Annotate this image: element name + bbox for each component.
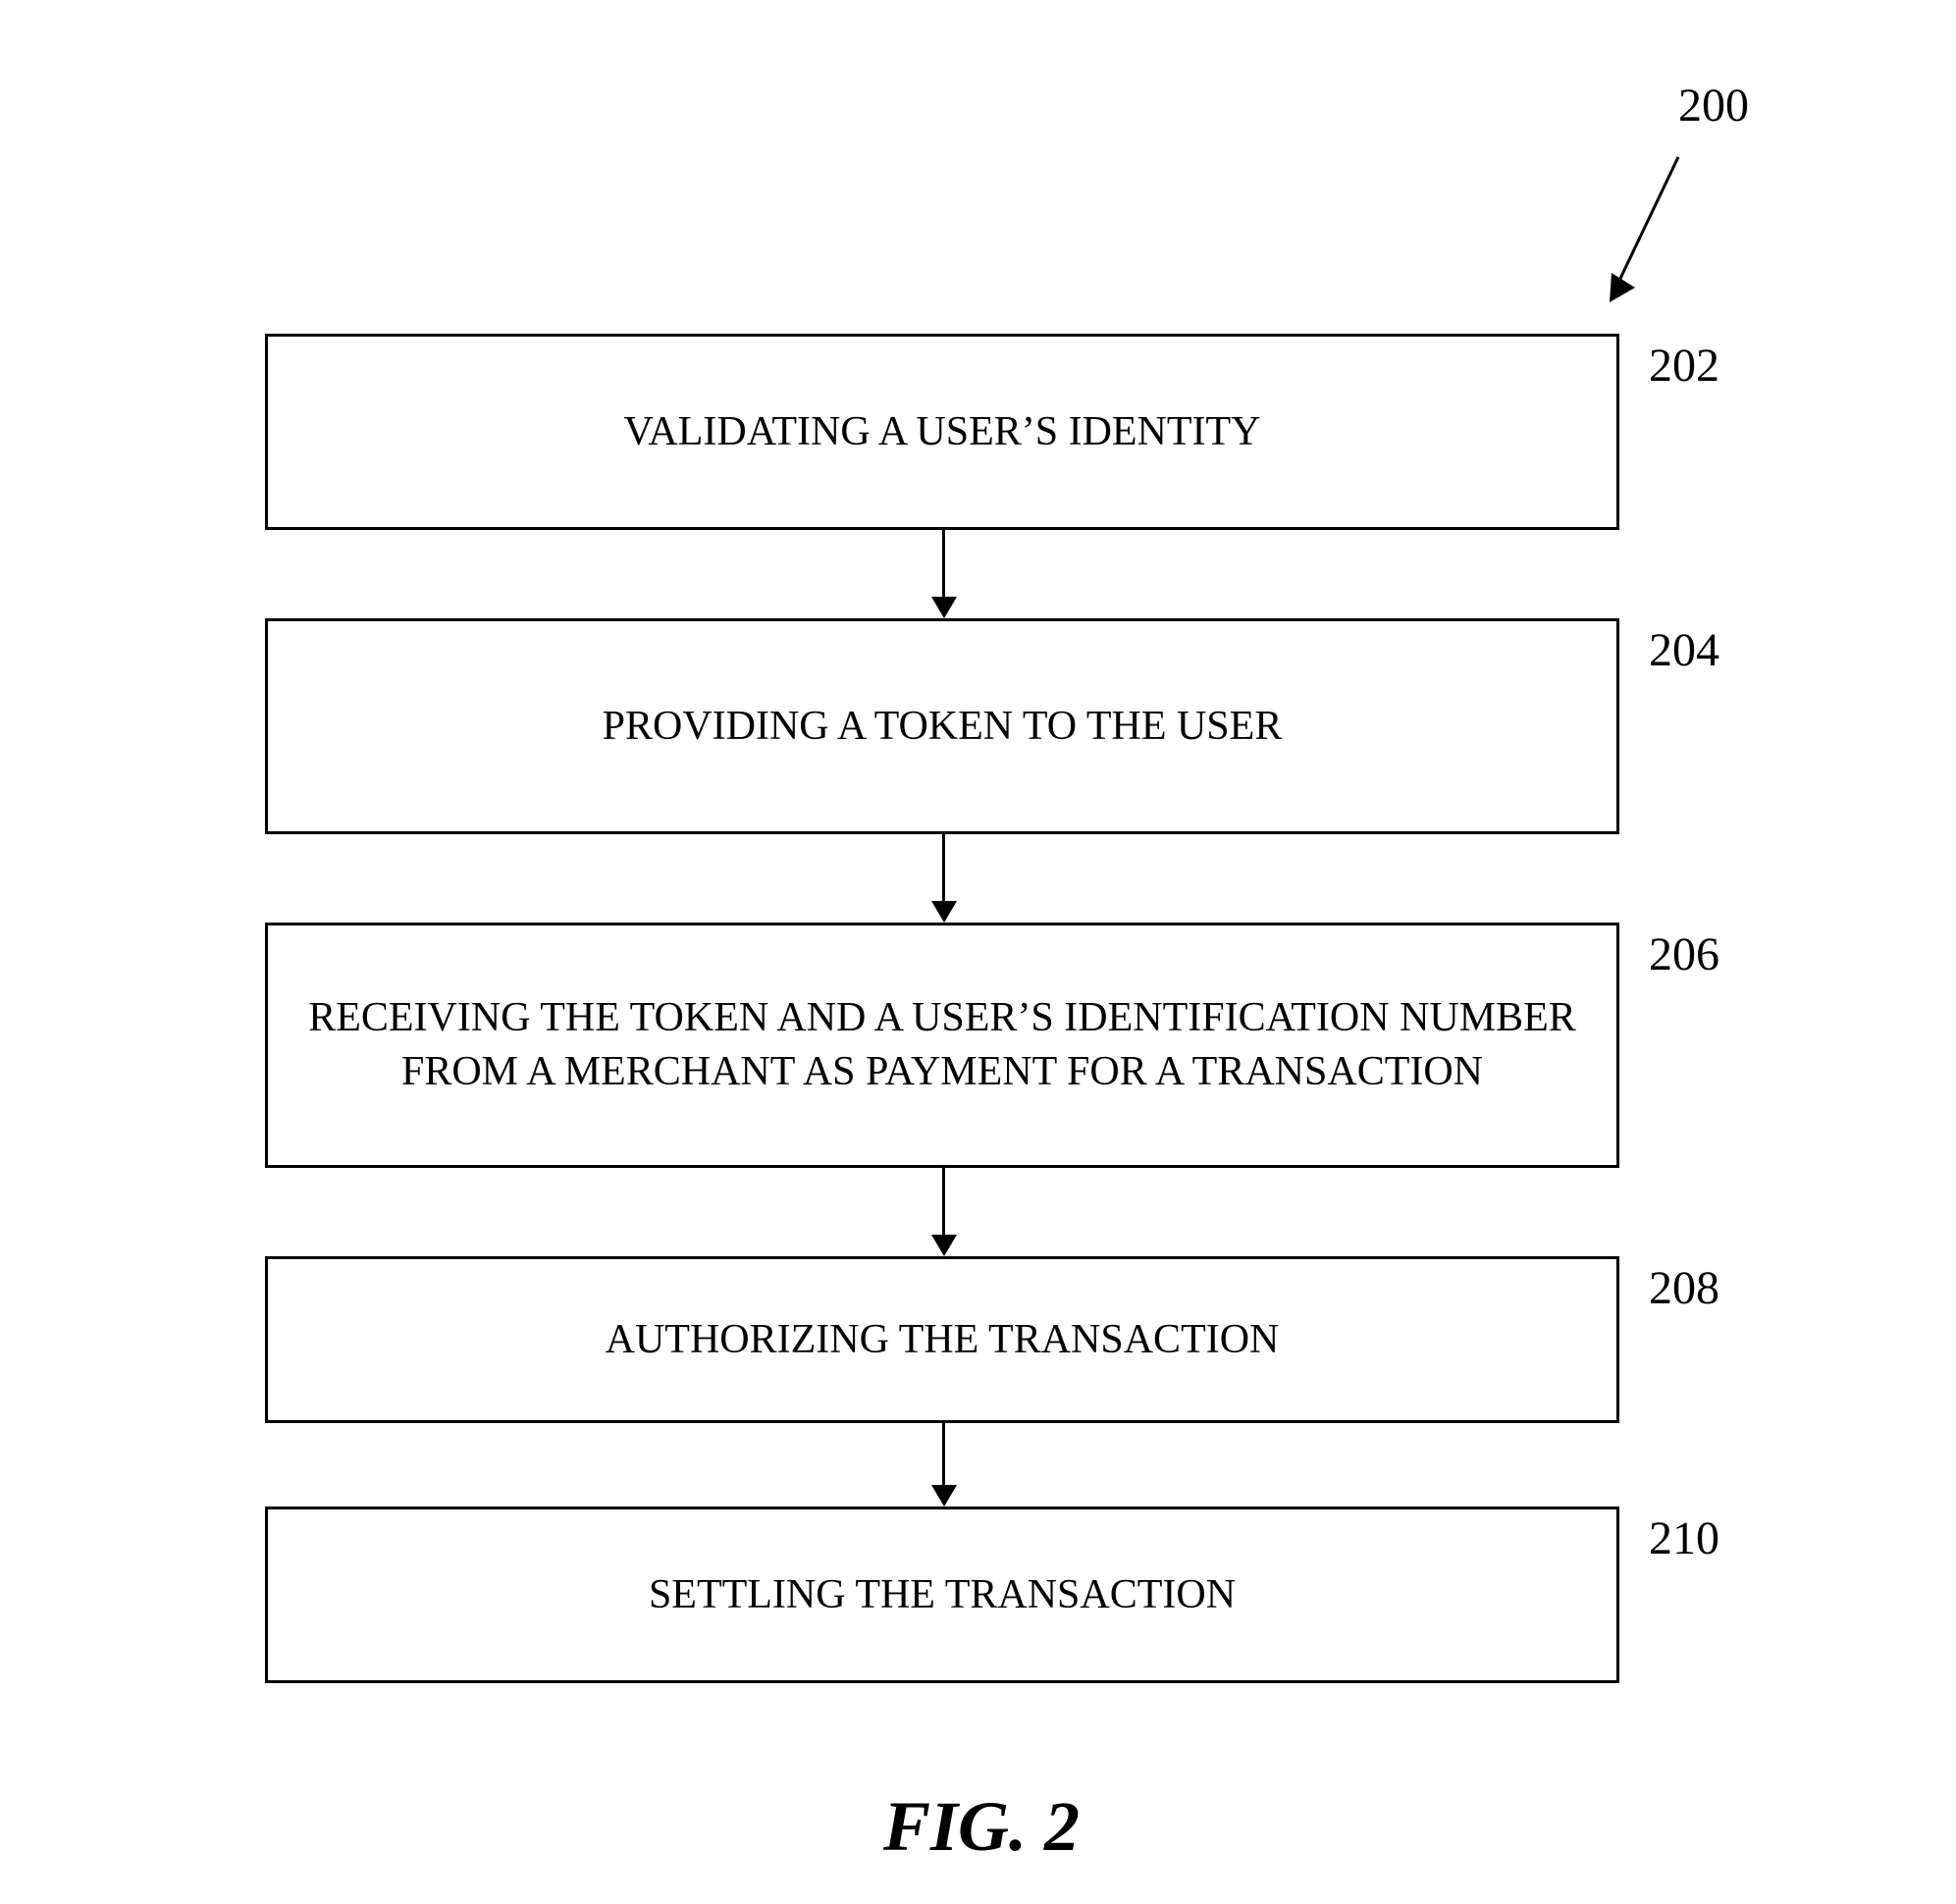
flowchart-connector bbox=[942, 530, 945, 599]
diagram-reference-number: 200 bbox=[1678, 79, 1749, 132]
flowchart-node-text: RECEIVING THE TOKEN AND A USER’S IDENTIF… bbox=[307, 991, 1577, 1098]
arrowhead-icon bbox=[931, 597, 957, 618]
flowchart-node: VALIDATING A USER’S IDENTITY bbox=[265, 334, 1619, 530]
flowchart-connector bbox=[942, 1168, 945, 1237]
flowchart-node-text: AUTHORIZING THE TRANSACTION bbox=[606, 1313, 1280, 1367]
node-reference-number: 206 bbox=[1649, 927, 1719, 981]
node-reference-number: 208 bbox=[1649, 1261, 1719, 1315]
flowchart-connector bbox=[942, 834, 945, 903]
arrowhead-icon bbox=[931, 901, 957, 923]
node-reference-number: 204 bbox=[1649, 623, 1719, 677]
figure-caption: FIG. 2 bbox=[147, 1786, 1816, 1868]
flowchart-node: PROVIDING A TOKEN TO THE USER bbox=[265, 618, 1619, 834]
arrowhead-icon bbox=[931, 1235, 957, 1256]
flowchart-node: AUTHORIZING THE TRANSACTION bbox=[265, 1256, 1619, 1423]
flowchart-connector bbox=[942, 1423, 945, 1487]
flowchart-node-text: VALIDATING A USER’S IDENTITY bbox=[623, 405, 1260, 459]
flowchart-node-text: SETTLING THE TRANSACTION bbox=[649, 1568, 1236, 1622]
node-reference-number: 202 bbox=[1649, 339, 1719, 393]
flowchart-node-text: PROVIDING A TOKEN TO THE USER bbox=[603, 700, 1283, 754]
node-reference-number: 210 bbox=[1649, 1511, 1719, 1565]
flowchart-node: SETTLING THE TRANSACTION bbox=[265, 1507, 1619, 1683]
reference-arrow-icon bbox=[1600, 147, 1698, 314]
flowchart-node: RECEIVING THE TOKEN AND A USER’S IDENTIF… bbox=[265, 923, 1619, 1168]
arrowhead-icon bbox=[931, 1485, 957, 1507]
